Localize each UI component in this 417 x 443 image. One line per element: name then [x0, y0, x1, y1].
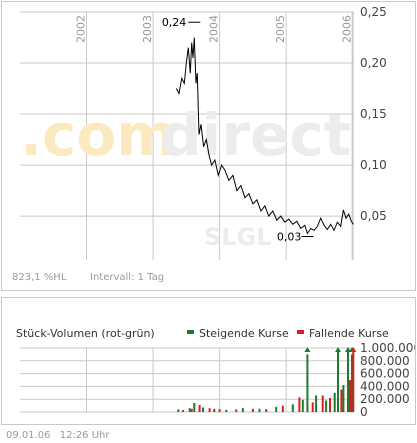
volume-bar-up [258, 408, 261, 412]
volume-bar-up [241, 408, 244, 412]
volume-chart: Stück-Volumen (rot-grün) Steigende Kurse… [16, 327, 417, 419]
volume-bar-down [298, 397, 301, 412]
volume-bar-down [208, 408, 211, 412]
price-x-tick-label: 2003 [141, 15, 154, 43]
volume-bar-down [352, 351, 355, 412]
annotation-label: 0,24 [162, 16, 187, 29]
price-y-tick-label: 0,15 [360, 107, 387, 121]
annotation-label: 0,03 [277, 231, 302, 244]
volume-bar-up [315, 395, 318, 412]
volume-bar-up [333, 392, 336, 412]
volume-bar-down [281, 405, 284, 412]
volume-bar-down [311, 402, 314, 412]
volume-bar-up [275, 406, 278, 412]
price-change-label: 823,1 %HL [12, 272, 67, 283]
volume-overflow-arrow-icon [335, 347, 342, 352]
volume-bar-down [251, 408, 254, 412]
watermark: .com direct SLGL [20, 101, 351, 251]
volume-title: Stück-Volumen (rot-grün) [16, 327, 155, 340]
price-chart: .com direct SLGL 2002 2003 2004 2005 2006 0,… [12, 5, 387, 283]
price-series-line [175, 37, 354, 235]
volume-bar-down [190, 408, 193, 412]
volume-bar-up [325, 400, 328, 412]
timestamp-date: 09.01.06 [6, 430, 51, 441]
volume-y-tick-label: 0 [360, 405, 368, 419]
watermark-brand-a: .com [20, 101, 177, 169]
volume-bar-up [351, 354, 353, 412]
volume-bar-down [198, 405, 201, 412]
legend-up-swatch [187, 330, 194, 334]
volume-bar-down [218, 409, 221, 412]
volume-bar-down [349, 380, 351, 412]
volume-y-tick-label: 200.000 [360, 392, 410, 406]
price-x-tick-label: 2004 [208, 15, 221, 43]
volume-bar-down [182, 410, 184, 412]
volume-bar-up [306, 354, 309, 412]
volume-bar-down [329, 397, 331, 412]
volume-overflow-arrow-icon [345, 347, 352, 352]
volume-bar-up [202, 407, 204, 412]
volume-bar-up [337, 351, 339, 412]
volume-bar-up [347, 351, 349, 412]
volume-y-tick-label: 1.000.000 [360, 341, 415, 355]
price-y-tick-label: 0,10 [360, 158, 387, 172]
volume-overflow-arrow-icon [350, 347, 357, 352]
volume-bar-down [265, 409, 268, 412]
price-y-tick-label: 0,25 [360, 5, 387, 19]
legend-up-label: Steigende Kurse [199, 327, 289, 340]
volume-bar-down [321, 395, 324, 412]
volume-overflow-arrow-icon [304, 347, 311, 352]
legend-down-swatch [297, 330, 304, 334]
price-y-tick-label: 0,20 [360, 56, 387, 70]
volume-bar-up [188, 408, 191, 412]
interval-label: Intervall: 1 Tag [90, 272, 164, 283]
volume-bar-down [340, 389, 343, 412]
volume-y-tick-label: 400.000 [360, 379, 410, 393]
volume-chart-panel: Stück-Volumen (rot-grün) Steigende Kurse… [1, 297, 417, 425]
volume-y-tick-label: 800.000 [360, 354, 410, 368]
price-x-tick-label: 2006 [341, 15, 354, 43]
watermark-brand-b: direct [160, 101, 351, 169]
timestamp: 09.01.06 12:26 Uhr [6, 430, 109, 441]
watermark-symbol: SLGL [204, 223, 272, 251]
volume-bar-up [213, 408, 216, 412]
volume-y-tick-label: 600.000 [360, 367, 410, 381]
volume-bar-up [177, 409, 180, 412]
volume-bar-up [225, 409, 228, 412]
price-x-tick-label: 2002 [75, 15, 88, 43]
price-x-tick-label: 2005 [274, 15, 287, 43]
timestamp-time: 12:26 Uhr [59, 430, 110, 441]
volume-bar-up [193, 403, 196, 412]
volume-bar-up [342, 385, 345, 412]
price-y-tick-label: 0,05 [360, 209, 387, 223]
price-chart-panel: .com direct SLGL 2002 2003 2004 2005 2006 0,… [1, 1, 416, 291]
legend-down-label: Fallende Kurse [309, 327, 389, 340]
volume-bar-up [291, 404, 294, 412]
volume-bar-up [301, 399, 304, 412]
volume-bar-down [235, 409, 238, 412]
